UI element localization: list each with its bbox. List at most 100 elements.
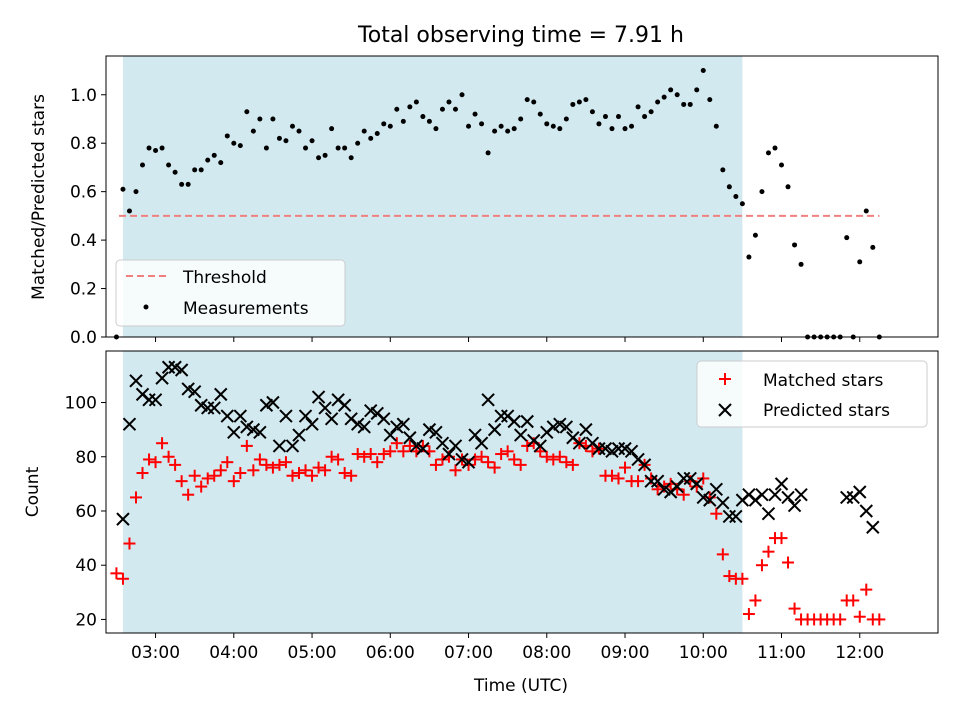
measurement-point [550,123,556,129]
matched-star-point [266,461,279,474]
predicted-star-point [729,509,743,524]
matched-star-point [514,458,527,471]
matched-star-point [201,472,214,485]
matched-star-point [482,456,495,469]
y-tick-label: 0.4 [70,231,97,251]
measurement-point [759,189,765,195]
predicted-star-point [520,414,534,429]
predicted-star-point [859,504,873,518]
matched-star-point [736,572,749,585]
predicted-star-point [377,412,391,426]
matched-star-point [547,453,560,466]
x-tick-label: 11:00 [757,643,806,663]
predicted-star-point [311,390,326,404]
top-legend-box [115,259,346,327]
predicted-star-point [161,360,176,374]
predicted-stars-series [116,360,880,534]
measurement-point [752,232,758,238]
chart-title: Total observing time = 7.91 h [357,23,684,48]
matched-star-point [782,556,795,569]
measurement-point [479,121,485,127]
matched-star-point [338,467,351,480]
bottom-x-axis-ticks: 03:00 04:00 05:00 06:00 07:00 08:00 09:00 10:00… [131,633,884,663]
measurement-point [316,155,322,161]
measurement-point [537,111,543,117]
predicted-star-point [637,458,652,472]
measurement-point [166,162,172,168]
matched-star-point [390,437,403,450]
matched-star-point [299,464,312,477]
predicted-star-point [227,425,241,440]
matched-star-point [175,475,188,488]
measurement-point [635,104,641,110]
measurement-point [283,138,289,144]
legend-measurements-label: Measurements [183,299,309,319]
predicted-star-point [272,439,287,453]
measurement-point [557,126,563,132]
matched-star-point [860,583,873,596]
matched-star-point [488,461,501,474]
predicted-star-point [670,479,684,494]
predicted-star-point [787,498,802,513]
measurement-point [374,131,380,137]
matched-star-point [188,469,201,482]
measurement-point [140,162,146,168]
x-axis-label: Time (UTC) [473,676,568,696]
matched-star-point [619,461,632,474]
matched-star-point [566,458,579,471]
matched-star-point [742,608,755,621]
y-tick-label: 0.0 [70,328,97,348]
matched-star-point [651,483,664,496]
matched-star-point [508,453,521,466]
matched-star-point [136,467,149,480]
measurement-point [602,114,608,120]
matched-star-point [847,594,860,607]
matched-star-point [182,488,195,501]
measurement-point [642,114,648,120]
predicted-star-point [148,393,163,407]
measurement-point [263,145,269,151]
measurement-point [159,145,165,151]
measurement-point [655,99,661,105]
matched-star-point [475,450,488,463]
measurement-point [296,128,302,134]
measurement-point [459,92,465,98]
measurement-point [342,145,348,151]
matched-star-point [788,602,801,615]
measurement-point [192,167,198,173]
matched-star-point [325,450,338,463]
measurement-point [322,152,328,158]
measurement-point [720,167,726,173]
measurement-point [407,104,413,110]
predicted-star-point [650,474,665,488]
top-plot-frame [105,55,939,338]
matched-star-point [156,437,169,450]
measurement-point [668,87,674,93]
measurement-point [765,150,771,156]
measurement-point [726,184,732,190]
top-legend: Threshold Measurements [115,259,346,327]
measurement-point [400,118,406,124]
measurement-point [355,140,361,146]
x-tick-label: 12:00 [835,643,884,663]
matched-star-point [351,448,364,461]
measurement-point [172,169,178,175]
bottom-panel: 20 40 60 80 100 03:00 04:00 05:00 06:00 07:00 08:… [23,350,939,696]
matched-star-point [279,456,292,469]
measurement-point [700,68,706,74]
predicted-star-point [611,441,626,456]
matched-star-point [195,480,208,493]
predicted-star-point [703,493,717,507]
matched-star-point [377,448,390,461]
measurement-point [589,109,595,115]
predicted-star-point [474,436,489,450]
predicted-star-point [481,393,495,407]
matched-star-point [208,469,221,482]
bottom-legend: Matched stars Predicted stars [696,360,928,428]
predicted-star-point [592,441,606,456]
measurement-point [198,167,204,173]
matched-star-point [540,450,553,463]
x-tick-label: 07:00 [444,643,493,663]
predicted-star-point [207,401,221,415]
matched-star-point [116,572,129,585]
